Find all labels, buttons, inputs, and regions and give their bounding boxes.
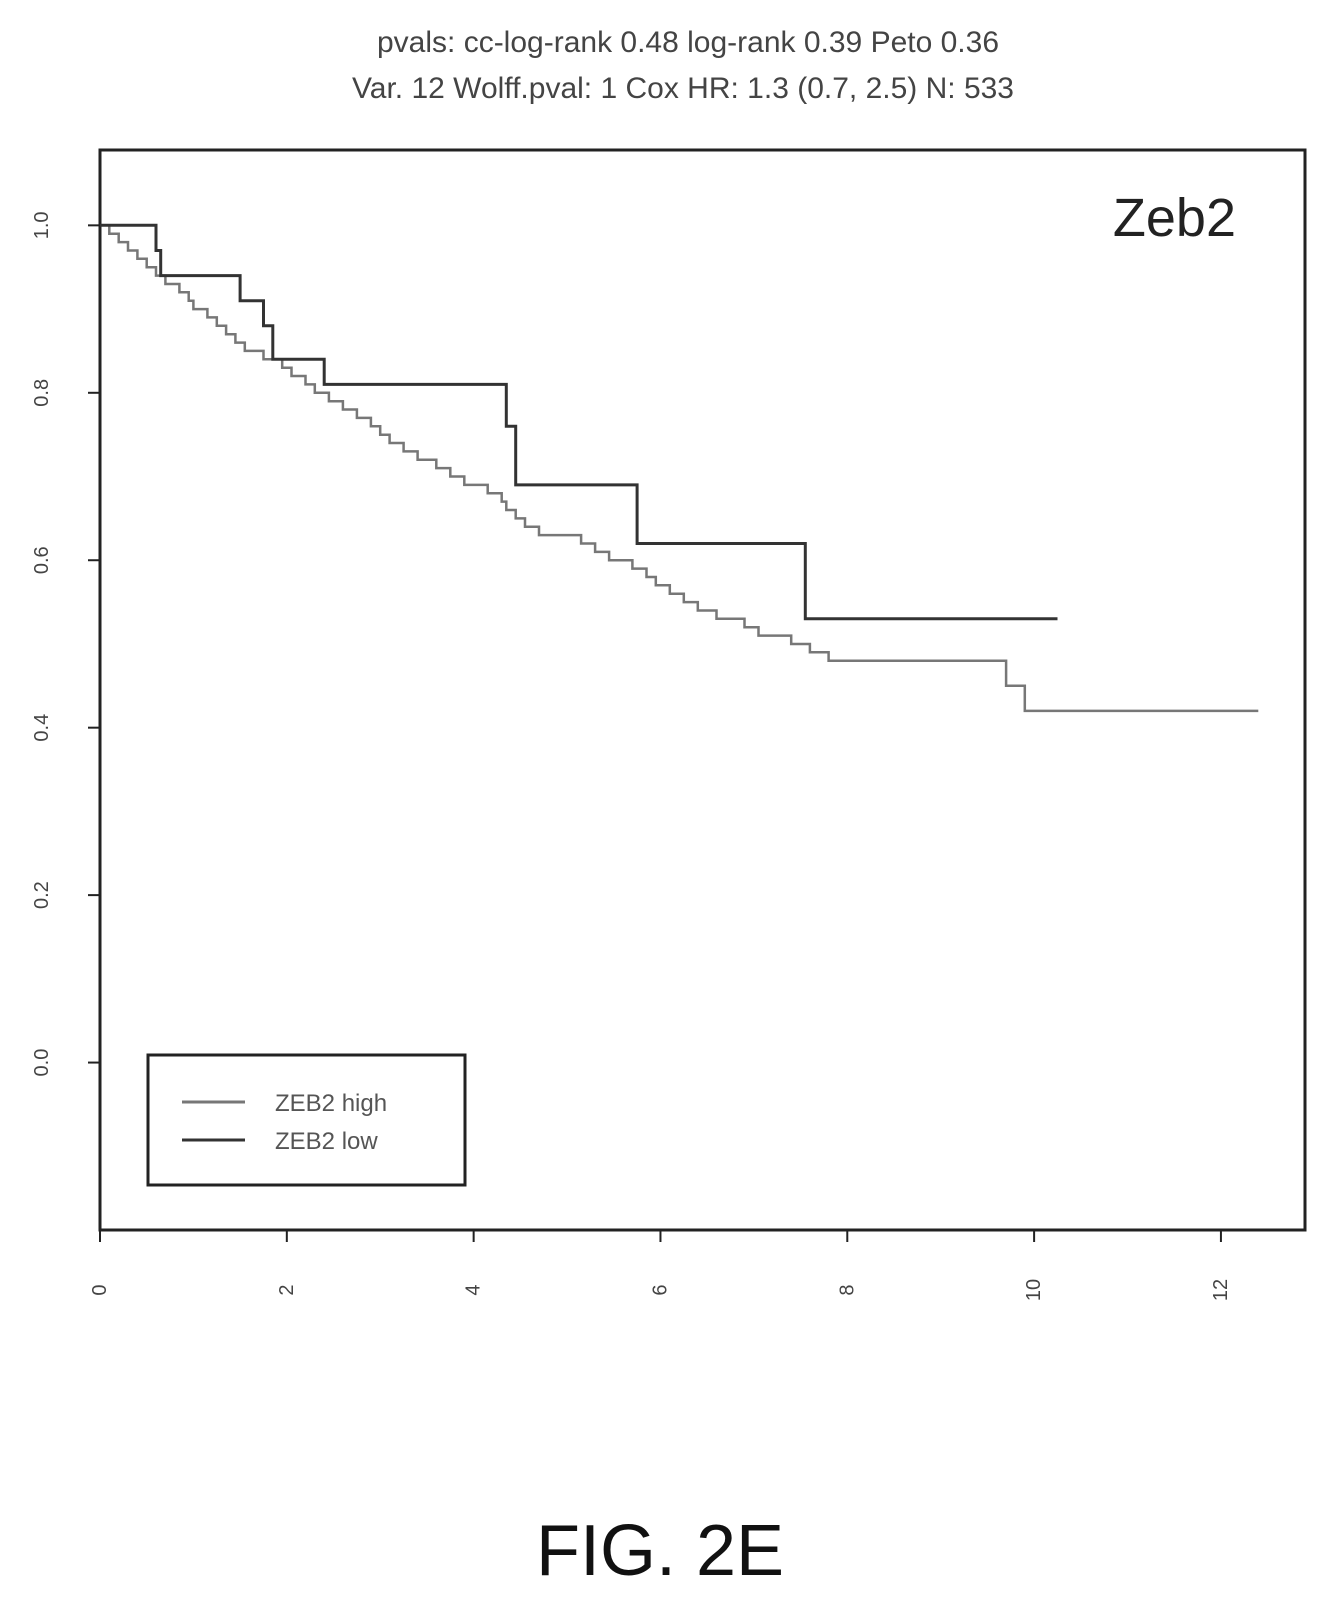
y-tick-label: 0.0 [31, 1049, 53, 1077]
series-layer [100, 223, 1259, 713]
y-axis: 0.0 0.2 0.4 0.6 0.8 1.0 [31, 211, 101, 1077]
chart-title-line-1: pvals: cc-log-rank 0.48 log-rank 0.39 Pe… [377, 26, 999, 59]
legend: ZEB2 high ZEB2 low [146, 1053, 467, 1187]
series-line-zeb2-low [100, 223, 1058, 621]
figure-caption: FIG. 2E [536, 1511, 784, 1591]
panel-label: Zeb2 [1113, 188, 1236, 248]
legend-box [146, 1053, 467, 1187]
x-tick-label: 8 [836, 1284, 858, 1295]
y-tick-label: 0.2 [31, 881, 53, 909]
legend-label-low: ZEB2 low [275, 1128, 378, 1155]
x-tick-label: 2 [276, 1284, 298, 1295]
x-tick-label: 6 [649, 1284, 671, 1295]
y-tick-label: 0.6 [31, 546, 53, 574]
y-tick-label: 0.4 [31, 714, 53, 742]
series-line-zeb2-high [100, 224, 1259, 713]
x-tick-label: 0 [89, 1284, 111, 1295]
legend-label-high: ZEB2 high [275, 1090, 387, 1117]
x-tick-label: 4 [463, 1284, 485, 1295]
x-tick-label: 10 [1023, 1279, 1045, 1301]
y-tick-label: 1.0 [31, 211, 53, 239]
x-axis: 0 2 4 6 8 10 12 [89, 1229, 1232, 1301]
y-tick-label: 0.8 [31, 379, 53, 407]
chart-title-line-2: Var. 12 Wolff.pval: 1 Cox HR: 1.3 (0.7, … [352, 72, 1014, 105]
x-tick-label: 12 [1210, 1279, 1232, 1301]
